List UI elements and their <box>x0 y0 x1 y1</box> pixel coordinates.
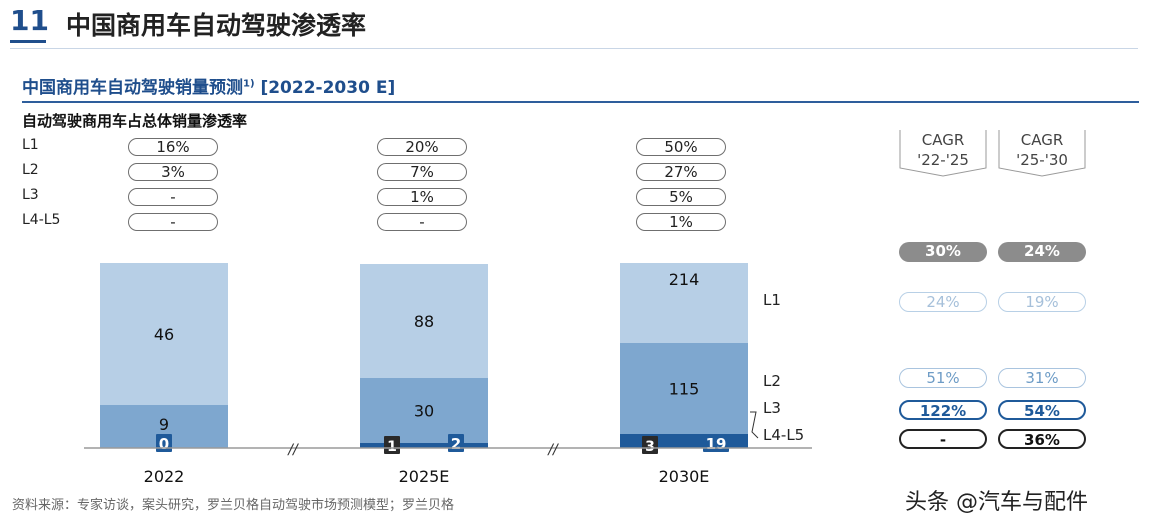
series-label-l4-l5: L4-L5 <box>763 426 805 444</box>
title-accent-bar <box>10 40 46 43</box>
cagr-l3-25-30: 54% <box>998 400 1086 420</box>
cagr-l1-25-30: 19% <box>998 292 1086 312</box>
cagr-l2-22-25: 51% <box>899 368 987 388</box>
cagr-l4-l5-22-25: - <box>899 429 987 449</box>
bar-badge-l4-l5 <box>384 436 400 454</box>
chart-title-divider <box>22 101 1139 103</box>
series-label-l3: L3 <box>763 399 781 417</box>
cagr-header-shape <box>899 130 987 177</box>
bar-segment-l1 <box>620 263 748 343</box>
axis-break-mark: // <box>286 442 299 458</box>
penetration-2025-l2: 7% <box>377 163 467 181</box>
penetration-2022-l1: 16% <box>128 138 218 156</box>
penetration-2025-l1: 20% <box>377 138 467 156</box>
cagr-total-22-25: 30% <box>899 242 987 262</box>
slide-number: 11 <box>10 4 49 37</box>
x-tick-label: 2030E <box>659 467 710 486</box>
source-note: 资料来源：专家访谈，案头研究，罗兰贝格自动驾驶市场预测模型；罗兰贝格 <box>12 498 455 513</box>
bar-segment-l1 <box>100 263 228 405</box>
penetration-2030-l1: 50% <box>636 138 726 156</box>
level-label-l1: L1 <box>22 137 39 153</box>
level-label-l3: L3 <box>22 187 39 203</box>
cagr-header-line2: '25-'30 <box>1016 151 1068 169</box>
x-tick-label: 2022 <box>144 467 185 486</box>
penetration-2030-l3: 5% <box>636 188 726 206</box>
slide-title: 中国商用车自动驾驶渗透率 <box>66 11 367 40</box>
chart-title-range: [2022-2030 E] <box>260 78 396 98</box>
bar-label-l2: 9 <box>159 415 169 434</box>
cagr-l2-25-30: 31% <box>998 368 1086 388</box>
chart-title: 中国商用车自动驾驶销量预测1) [2022-2030 E] <box>22 73 395 98</box>
bar-label-l4-l5: 1 <box>387 439 397 455</box>
penetration-2025-l3: 1% <box>377 188 467 206</box>
level-label-l4-l5: L4-L5 <box>22 212 61 228</box>
bar-label-l3: 19 <box>706 435 727 453</box>
cagr-header-22-25: CAGR '22-'25 <box>899 130 987 178</box>
bar-label-l1: 46 <box>154 325 174 344</box>
penetration-2030-l2: 27% <box>636 163 726 181</box>
x-tick-label: 2025E <box>399 467 450 486</box>
bar-segment-l1 <box>360 264 488 378</box>
series-label-connector <box>750 411 759 439</box>
bar-badge-l4-l5 <box>642 436 658 454</box>
penetration-2030-l4-l5: 1% <box>636 213 726 231</box>
bar-label-l4-l5: 3 <box>645 439 655 455</box>
cagr-l3-22-25: 122% <box>899 400 987 420</box>
bar-label-l3: 2 <box>451 435 461 453</box>
penetration-2022-l4-l5: - <box>128 213 218 231</box>
bar-segment-l3 <box>360 443 488 448</box>
series-label-l2: L2 <box>763 372 781 390</box>
cagr-header-line2: '22-'25 <box>917 151 969 169</box>
cagr-l4-l5-25-30: 36% <box>998 429 1086 449</box>
cagr-total-25-30: 24% <box>998 242 1086 262</box>
penetration-2022-l3: - <box>128 188 218 206</box>
bar-label-l2: 115 <box>669 380 700 399</box>
cagr-header-25-30: CAGR '25-'30 <box>998 130 1086 178</box>
penetration-2022-l2: 3% <box>128 163 218 181</box>
penetration-2025-l4-l5: - <box>377 213 467 231</box>
bar-label-l3: 0 <box>159 435 169 453</box>
level-label-l2: L2 <box>22 162 39 178</box>
title-divider <box>10 48 1138 49</box>
bar-segment-l2 <box>360 378 488 443</box>
series-label-l1: L1 <box>763 291 781 309</box>
bar-label-l1: 88 <box>414 312 434 331</box>
chart-title-footnote: 1) <box>243 78 255 90</box>
cagr-l1-22-25: 24% <box>899 292 987 312</box>
chart-title-text: 中国商用车自动驾驶销量预测 <box>22 78 243 98</box>
cagr-header-line1: CAGR <box>1020 131 1064 149</box>
penetration-title: 自动驾驶商用车占总体销量渗透率 <box>22 112 248 130</box>
bar-segment-l2 <box>620 343 748 434</box>
cagr-header-shape <box>998 130 1086 177</box>
watermark: 头条 @汽车与配件 <box>905 490 1088 515</box>
bar-label-l1: 214 <box>669 270 700 289</box>
axis-break-mark: // <box>546 442 559 458</box>
cagr-header-line1: CAGR <box>921 131 965 149</box>
bar-label-l2: 30 <box>414 402 434 421</box>
